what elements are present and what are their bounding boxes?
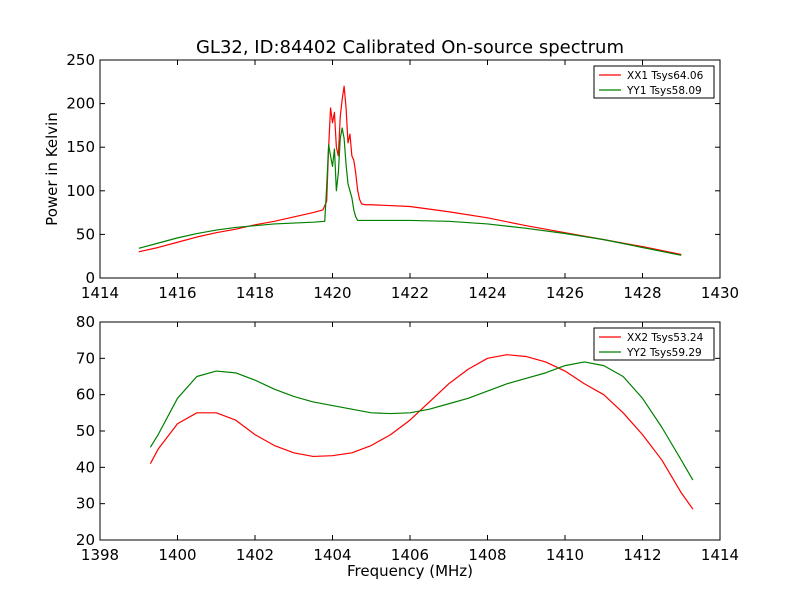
x-tick-label: 1430 [701, 284, 739, 302]
series-line-yy1 [138, 127, 682, 256]
plot-panel-1: 1414 1416 1418 1420 1422 1424 1426 1428 1430 0 50 1… [43, 51, 739, 302]
y-tick-label: 100 [66, 182, 95, 200]
legend-entry: YY1 Tsys58.09 [626, 85, 702, 97]
x-tick-label: 1428 [623, 284, 661, 302]
x-tick-label: 1402 [236, 546, 274, 564]
x-tick-label: 1400 [158, 546, 196, 564]
x-tick-label: 1406 [391, 546, 429, 564]
legend-box [593, 65, 715, 99]
y-tick-label: 20 [76, 531, 95, 549]
y-tick-label: 70 [76, 349, 95, 367]
plots: 1414 1416 1418 1420 1422 1424 1426 1428 14300501… [43, 51, 739, 580]
y-tick-label: 50 [76, 225, 95, 243]
y-tick-label: 50 [76, 422, 95, 440]
x-tick-label: 1410 [546, 546, 584, 564]
legend-entry: YY2 Tsys59.29 [626, 347, 702, 359]
x-tick-label: 1424 [468, 284, 506, 302]
legend-box [593, 327, 715, 361]
y-axis-label: Power in Kelvin [43, 112, 61, 226]
y-tick-label: 30 [76, 495, 95, 513]
x-tick-label: 1416 [158, 284, 196, 302]
y-tick-label: 150 [66, 138, 95, 156]
plot-panel-2: 1398 1400 1402 1404 1406 1408 1410 1412 1414 20 30… [76, 313, 739, 580]
series-line-yy2 [149, 361, 694, 481]
x-tick-label: 1414 [81, 284, 119, 302]
x-tick-label: 1408 [468, 546, 506, 564]
y-tick-label: 60 [76, 386, 95, 404]
x-tick-label: 1414 [701, 546, 739, 564]
x-tick-label: 1422 [391, 284, 429, 302]
legend: XX2 Tsys53.24 YY2 Tsys59.29 [593, 327, 715, 361]
x-tick-label: 1426 [546, 284, 584, 302]
x-tick-label: 1418 [236, 284, 274, 302]
y-tick-label: 250 [66, 51, 95, 69]
x-axis-label: Frequency (MHz) [347, 562, 473, 580]
series-line-xx1 [138, 85, 682, 256]
legend-entry: XX1 Tsys64.06 [627, 70, 704, 82]
y-tick-label: 200 [66, 95, 95, 113]
y-tick-label: 0 [85, 269, 95, 287]
x-tick-label: 1398 [81, 546, 119, 564]
x-tick-label: 1404 [313, 546, 351, 564]
x-tick-label: 1420 [313, 284, 351, 302]
y-tick-label: 80 [76, 313, 95, 331]
chart-title: GL32, ID:84402 Calibrated On-source spec… [196, 37, 624, 58]
x-tick-label: 1412 [623, 546, 661, 564]
legend: XX1 Tsys64.06 YY1 Tsys58.09 [593, 65, 715, 99]
y-tick-label: 40 [76, 458, 95, 476]
legend-entry: XX2 Tsys53.24 [627, 332, 704, 344]
